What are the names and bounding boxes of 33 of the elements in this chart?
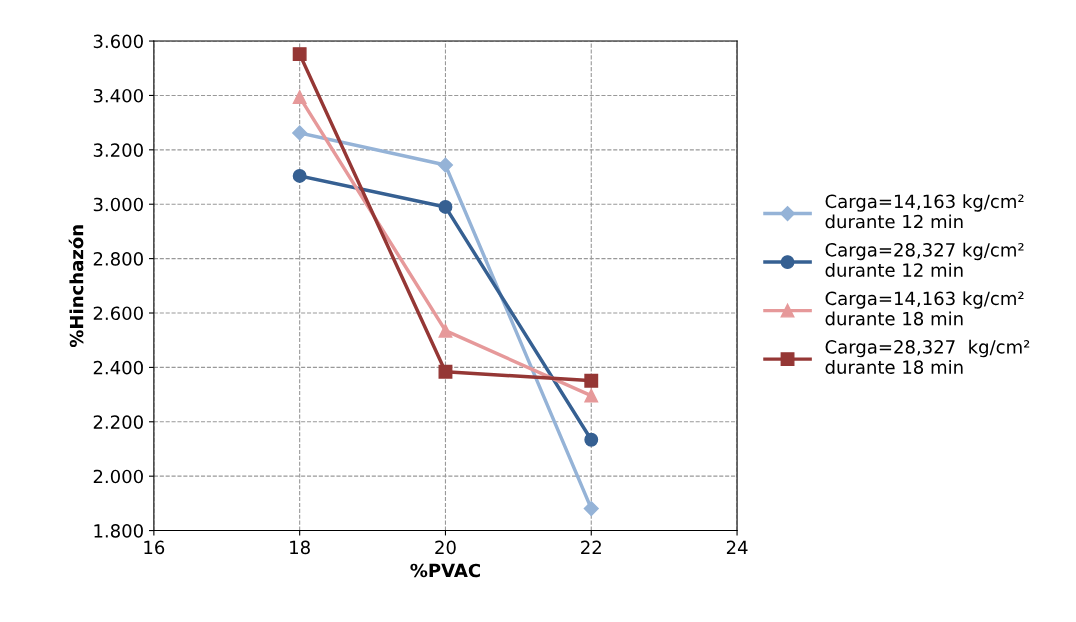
point [437, 157, 454, 173]
y-tick-label: 3.600 [93, 34, 143, 49]
point [438, 364, 453, 379]
point [438, 323, 453, 338]
legend-label: Carga=14,163 kg/cm² durante 18 min [825, 291, 1024, 326]
legend-label: Carga=14,163 kg/cm² durante 12 min [825, 194, 1024, 229]
y-tick-label: 2.000 [93, 469, 143, 484]
point [292, 90, 307, 105]
y-axis-title: %Hinchazón [68, 225, 84, 348]
x-tick-label: 20 [435, 540, 456, 555]
x-tick-label: 16 [144, 540, 165, 555]
x-tick-label: 22 [581, 540, 601, 555]
y-tick-label: 3.400 [93, 88, 143, 103]
y-tick-label: 1.800 [94, 524, 143, 538]
x-axis-title: %PVAC [410, 563, 480, 578]
legend-label: Carga=28,327 kg/cm² durante 18 min [825, 339, 1030, 374]
point [292, 125, 308, 141]
point [438, 199, 453, 214]
point [584, 373, 599, 388]
point [584, 388, 599, 403]
x-tick-label: 24 [726, 540, 748, 555]
x-tick-label: 18 [290, 540, 310, 555]
y-tick-label: 2.600 [93, 306, 143, 321]
y-tick-label: 2.200 [93, 415, 143, 429]
point [292, 168, 307, 183]
point [584, 432, 599, 447]
y-tick-label: 3.200 [93, 143, 143, 157]
y-tick-label: 2.400 [93, 360, 143, 375]
point [583, 500, 599, 517]
y-tick-label: 3.000 [93, 197, 143, 212]
y-tick-label: 2.800 [93, 252, 143, 266]
point [292, 47, 307, 62]
legend-label: Carga=28,327 kg/cm² durante 12 min [825, 242, 1024, 277]
